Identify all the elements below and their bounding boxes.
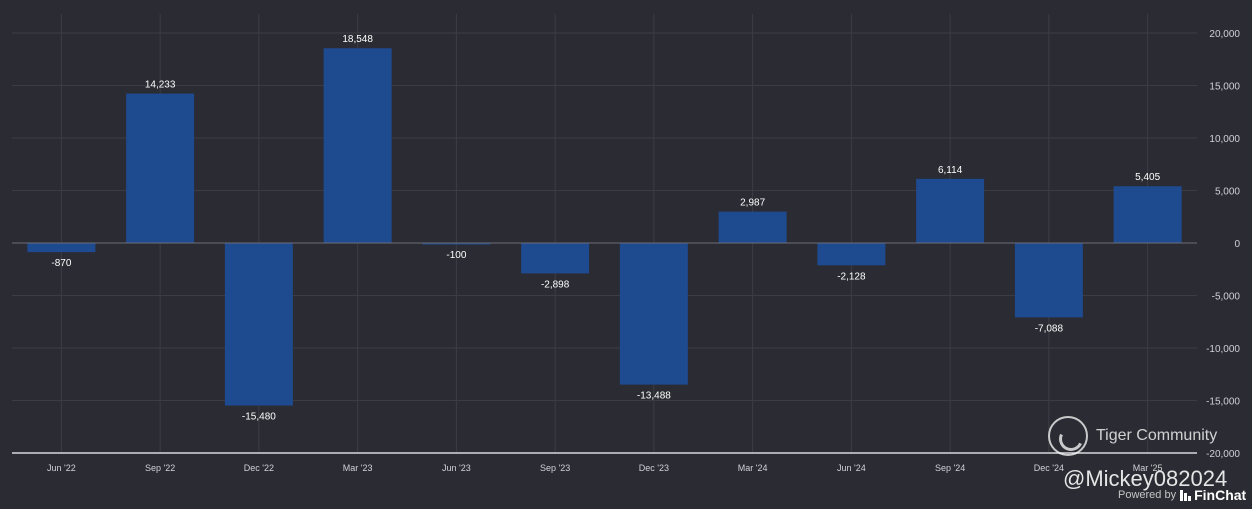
finchat-brand: FinChat bbox=[1180, 487, 1246, 503]
x-tick-label: Mar '23 bbox=[343, 463, 373, 473]
y-tick-label: -10,000 bbox=[1206, 344, 1240, 355]
x-tick-label: Mar '24 bbox=[738, 463, 768, 473]
data-label: -100 bbox=[446, 250, 466, 261]
tiger-logo-icon bbox=[1048, 416, 1088, 456]
data-label: 5,405 bbox=[1135, 172, 1160, 183]
powered-by: Powered by FinChat bbox=[1118, 487, 1246, 503]
y-tick-label: -20,000 bbox=[1206, 449, 1240, 460]
bar bbox=[619, 243, 688, 385]
y-tick-label: -15,000 bbox=[1206, 397, 1240, 408]
bar bbox=[1014, 243, 1083, 318]
x-tick-label: Jun '22 bbox=[47, 463, 76, 473]
community-name: Tiger Community bbox=[1096, 427, 1218, 444]
x-tick-label: Dec '23 bbox=[639, 463, 669, 473]
bar bbox=[718, 211, 787, 243]
x-tick-label: Mar '25 bbox=[1133, 463, 1163, 473]
bar bbox=[27, 243, 96, 253]
y-tick-label: 20,000 bbox=[1209, 29, 1240, 40]
x-tick-label: Dec '22 bbox=[244, 463, 274, 473]
y-tick-label: 0 bbox=[1234, 239, 1240, 250]
data-label: 14,233 bbox=[145, 80, 176, 91]
y-tick-label: 10,000 bbox=[1209, 134, 1240, 145]
powered-by-label: Powered by bbox=[1118, 489, 1177, 501]
bar bbox=[916, 178, 985, 243]
y-tick-label: -5,000 bbox=[1212, 292, 1241, 303]
finchat-brand-label: FinChat bbox=[1194, 487, 1247, 503]
x-tick-label: Sep '24 bbox=[935, 463, 965, 473]
bar bbox=[422, 243, 491, 245]
data-label: -7,088 bbox=[1035, 323, 1064, 334]
data-label: -15,480 bbox=[242, 412, 276, 423]
data-label: 18,548 bbox=[342, 34, 373, 45]
user-handle: @Mickey082024 bbox=[1063, 466, 1228, 491]
y-tick-label: 15,000 bbox=[1209, 82, 1240, 93]
data-label: -2,898 bbox=[541, 279, 570, 290]
x-tick-label: Sep '23 bbox=[540, 463, 570, 473]
x-tick-label: Jun '23 bbox=[442, 463, 471, 473]
data-label: -2,128 bbox=[837, 271, 866, 282]
x-tick-label: Jun '24 bbox=[837, 463, 866, 473]
bar bbox=[1113, 186, 1182, 243]
bar bbox=[521, 243, 590, 274]
data-label: -13,488 bbox=[637, 391, 671, 402]
data-label: 2,987 bbox=[740, 198, 765, 209]
bar bbox=[224, 243, 293, 406]
data-label: 6,114 bbox=[938, 165, 963, 176]
data-label: -870 bbox=[51, 258, 71, 269]
bar bbox=[323, 48, 392, 243]
bar bbox=[126, 93, 195, 243]
tiger-community-watermark: Tiger Community bbox=[1048, 416, 1217, 456]
x-tick-label: Dec '24 bbox=[1034, 463, 1064, 473]
y-tick-label: 5,000 bbox=[1215, 187, 1240, 198]
x-tick-label: Sep '22 bbox=[145, 463, 175, 473]
finchat-logo-icon bbox=[1180, 489, 1192, 501]
bar bbox=[817, 243, 886, 266]
